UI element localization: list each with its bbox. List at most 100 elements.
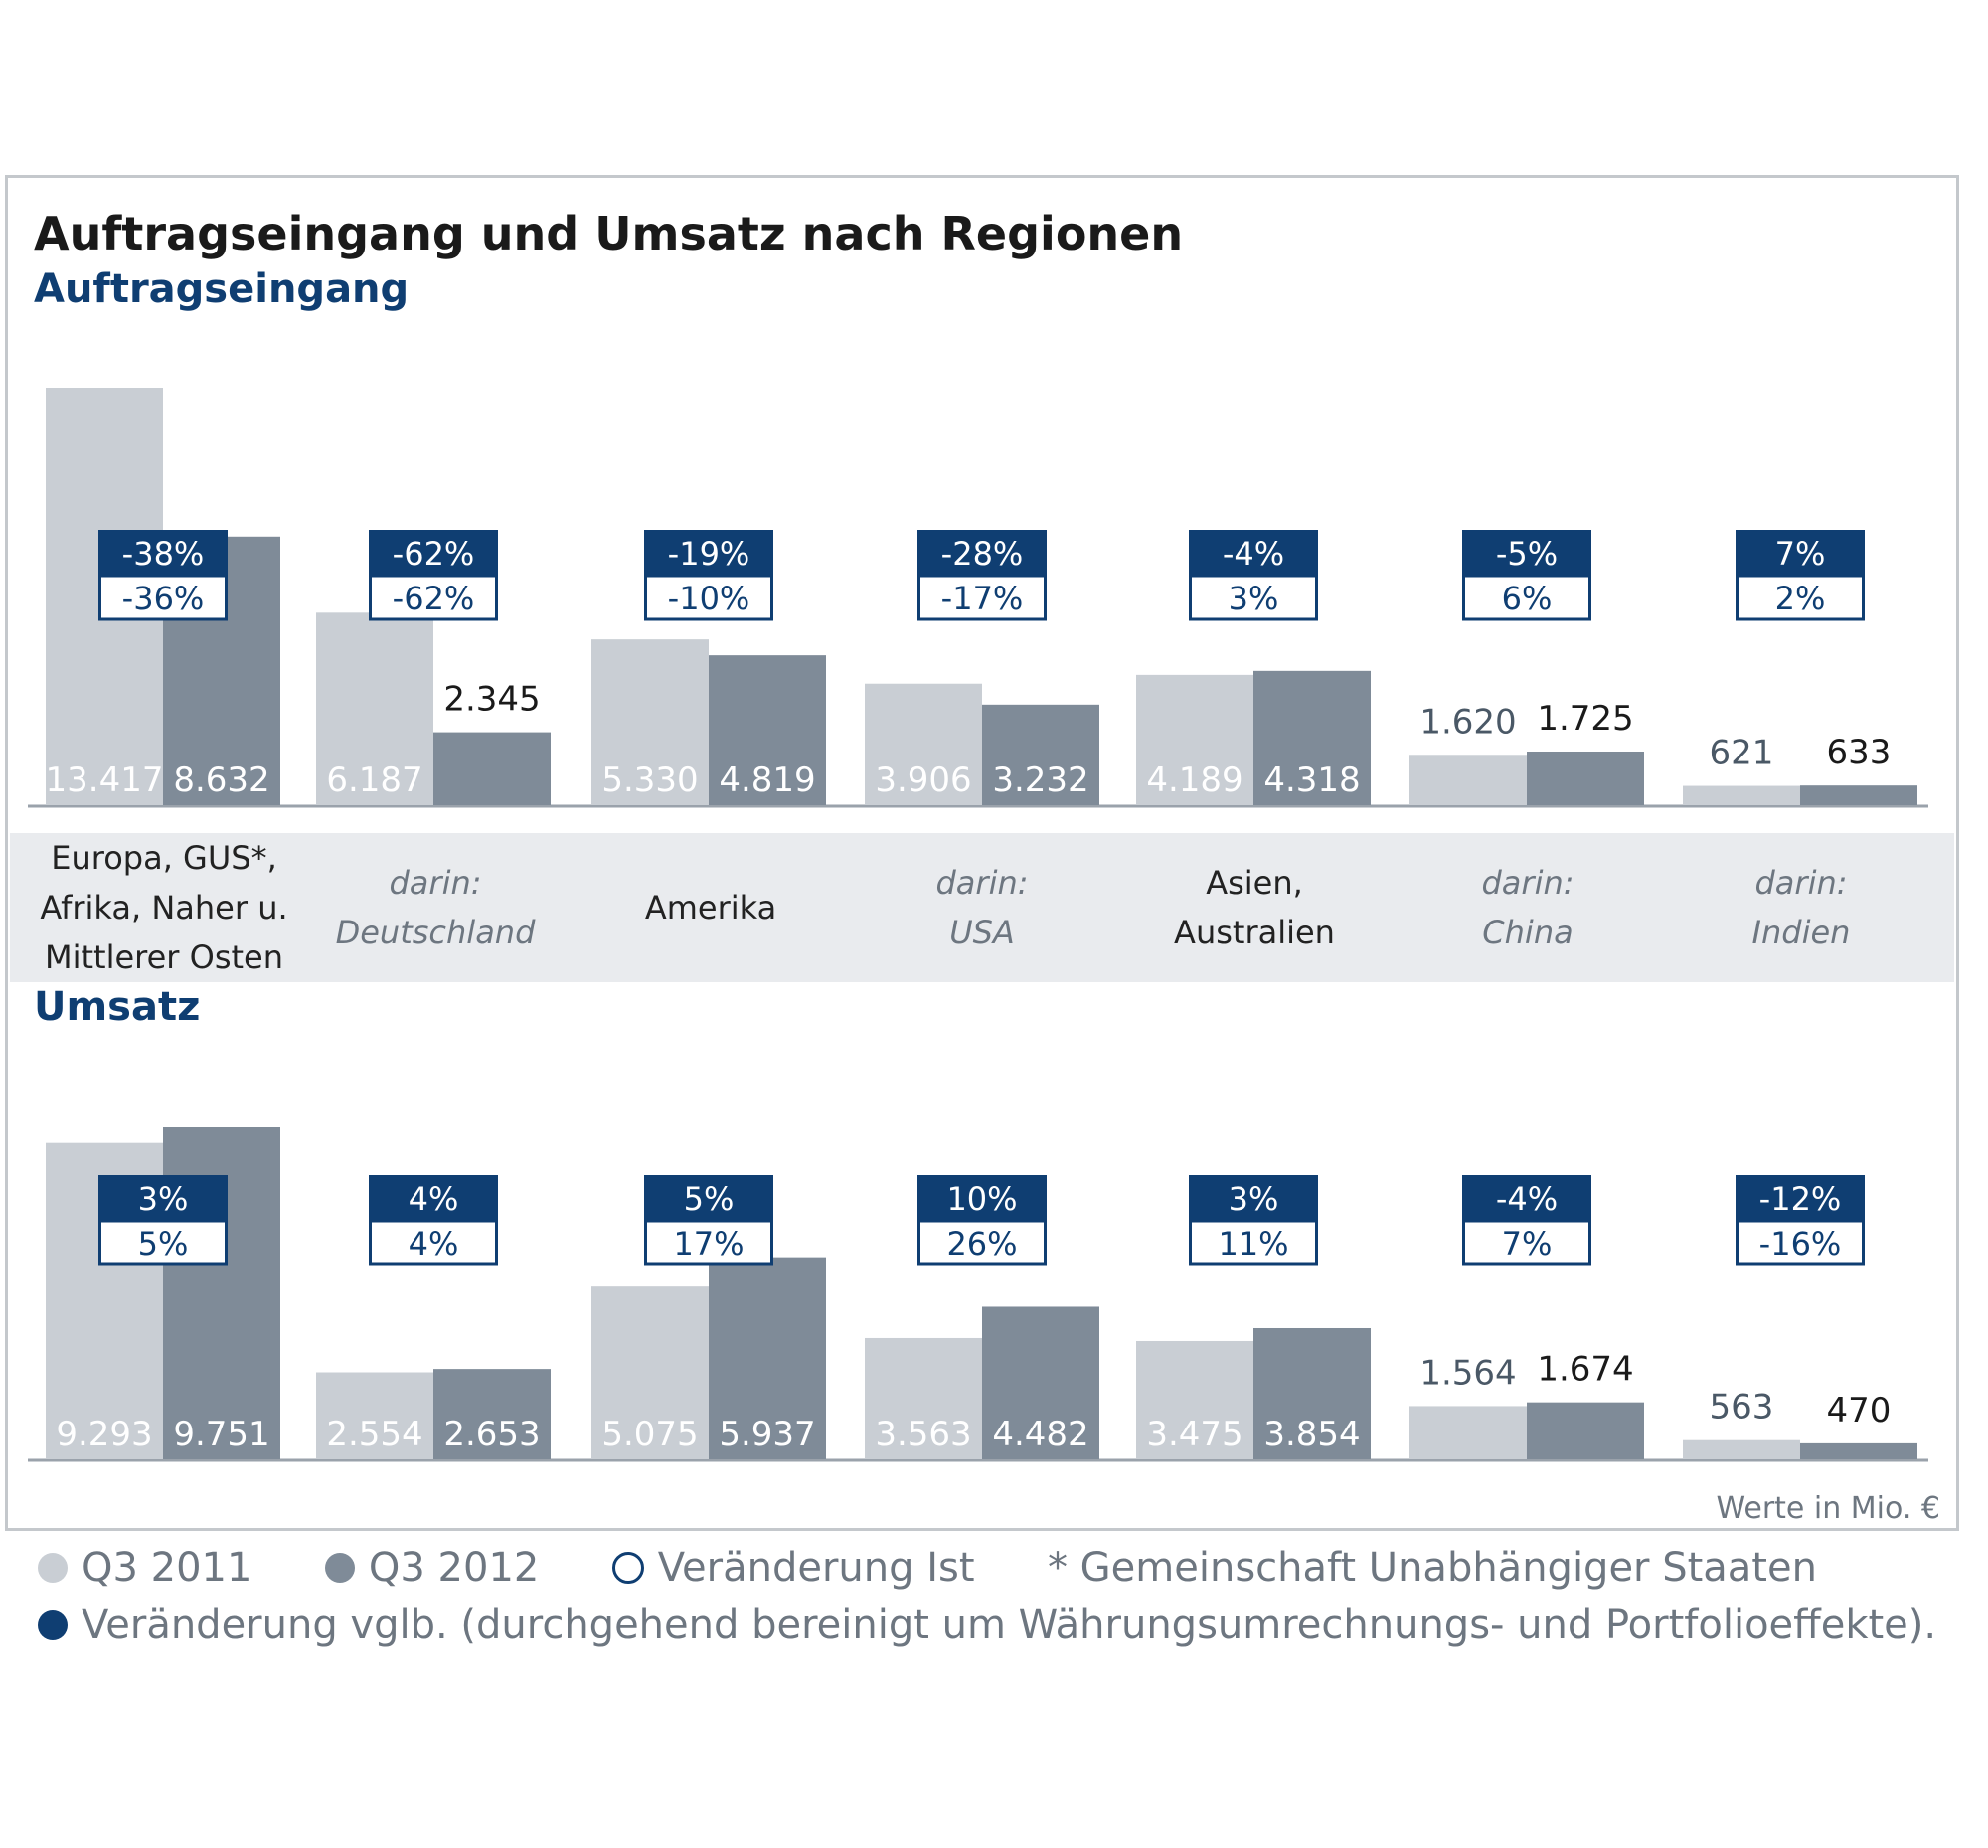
value-label: 4.482 xyxy=(992,1415,1088,1454)
legend-q3-2012: Q3 2012 xyxy=(368,1545,540,1591)
value-label: 5.330 xyxy=(601,760,698,800)
change-comparable-box xyxy=(1736,1175,1865,1221)
change-actual-label: -10% xyxy=(668,580,750,617)
category-band xyxy=(10,833,1954,982)
value-label: 1.674 xyxy=(1537,1350,1633,1390)
change-comparable-label: -5% xyxy=(1496,535,1558,573)
value-label: 2.653 xyxy=(443,1415,540,1454)
change-actual-label: 4% xyxy=(409,1225,459,1262)
change-actual-label: -62% xyxy=(393,580,475,617)
change-actual-box xyxy=(917,1219,1047,1266)
bar-q3-2011 xyxy=(1409,1406,1527,1459)
change-comparable-box xyxy=(1736,530,1865,576)
bar-q3-2012 xyxy=(1527,1402,1644,1459)
bar-q3-2012 xyxy=(982,704,1099,805)
bar-q3-2011 xyxy=(1409,755,1527,805)
change-comparable-label: 4% xyxy=(409,1180,459,1218)
bar-q3-2011 xyxy=(865,1337,982,1459)
change-actual-box xyxy=(98,1219,228,1266)
change-actual-label: 7% xyxy=(1502,1225,1553,1262)
bar-q3-2011 xyxy=(865,683,982,805)
change-comparable-box xyxy=(644,530,773,576)
change-actual-box xyxy=(644,1219,773,1266)
change-actual-box xyxy=(1189,574,1318,621)
change-actual-label: -16% xyxy=(1759,1225,1842,1262)
change-actual-box xyxy=(1462,1219,1591,1266)
bar-charts: 13.417 6.187 5.330 3.906 4.189 1.620 621 8.632 2… xyxy=(28,388,1928,1462)
value-label: 633 xyxy=(1827,733,1892,772)
change-comparable-label: -19% xyxy=(668,535,750,573)
unit-note: Werte in Mio. € xyxy=(1716,1491,1940,1526)
change-comparable-box xyxy=(917,530,1047,576)
change-comparable-box xyxy=(369,1175,498,1221)
change-actual-label: 3% xyxy=(1229,580,1279,617)
bar-q3-2012 xyxy=(1527,752,1644,805)
bar-q3-2012 xyxy=(1253,670,1371,805)
change-actual-label: 11% xyxy=(1218,1225,1288,1262)
bar-q3-2012 xyxy=(1253,1327,1371,1459)
change-actual-box xyxy=(1736,574,1865,621)
section-title-revenue: Umsatz xyxy=(34,984,201,1030)
change-comparable-box xyxy=(1462,530,1591,576)
category-label: darin: USA xyxy=(935,864,1029,951)
value-label: 8.632 xyxy=(173,760,269,800)
bar-q3-2011 xyxy=(1683,785,1800,805)
circle-filled-icon xyxy=(38,1610,68,1640)
change-comparable-label: 3% xyxy=(138,1180,189,1218)
value-label: 4.819 xyxy=(719,760,815,800)
change-actual-label: -17% xyxy=(941,580,1024,617)
chart-title: Auftragseingang und Umsatz nach Regionen xyxy=(34,207,1184,260)
change-comparable-box xyxy=(369,530,498,576)
change-actual-label: 26% xyxy=(946,1225,1017,1262)
change-comparable-label: 3% xyxy=(1229,1180,1279,1218)
change-actual-box xyxy=(369,1219,498,1266)
change-comparable-label: 10% xyxy=(946,1180,1017,1218)
change-actual-box xyxy=(917,574,1047,621)
change-actual-box xyxy=(1736,1219,1865,1266)
change-comparable-label: -4% xyxy=(1496,1180,1558,1218)
value-label: 3.232 xyxy=(992,760,1088,800)
value-label: 3.906 xyxy=(875,760,971,800)
value-label: 2.345 xyxy=(443,680,540,720)
change-actual-label: 17% xyxy=(673,1225,744,1262)
category-label: Asien, Australien xyxy=(1174,864,1335,951)
bar-q3-2011 xyxy=(1683,1439,1800,1459)
value-label: 3.563 xyxy=(875,1415,971,1454)
bar-q3-2011 xyxy=(591,1286,709,1459)
value-label: 1.725 xyxy=(1537,699,1633,739)
change-actual-box xyxy=(644,574,773,621)
change-comparable-label: -28% xyxy=(941,535,1024,573)
value-label: 621 xyxy=(1710,734,1774,773)
bar-q3-2011 xyxy=(316,1372,433,1459)
change-actual-label: 5% xyxy=(138,1225,189,1262)
change-comparable-label: -12% xyxy=(1759,1180,1842,1218)
bar-q3-2012 xyxy=(1800,1442,1917,1459)
change-actual-box xyxy=(1462,574,1591,621)
change-actual-label: 6% xyxy=(1502,580,1553,617)
legend-change-actual: Veränderung Ist xyxy=(657,1545,975,1591)
bar-q3-2011 xyxy=(1136,1340,1253,1459)
category-label: darin: China xyxy=(1481,864,1574,951)
value-label: 2.554 xyxy=(326,1415,422,1454)
change-comparable-box xyxy=(98,1175,228,1221)
bar-q3-2012 xyxy=(709,1257,826,1459)
bar-q3-2012 xyxy=(433,1369,551,1459)
change-comparable-box xyxy=(1189,1175,1318,1221)
category-label: Amerika xyxy=(644,889,777,926)
legend-footnote: * Gemeinschaft Unabhängiger Staaten xyxy=(1047,1545,1817,1591)
change-comparable-box xyxy=(1189,530,1318,576)
value-label: 1.620 xyxy=(1419,702,1516,742)
legend-row-1: Q3 2011 Q3 2012 Veränderung Ist * Gemein… xyxy=(38,1543,1817,1591)
change-comparable-label: -4% xyxy=(1223,535,1284,573)
bar-q3-2012 xyxy=(982,1306,1099,1459)
value-label: 3.854 xyxy=(1263,1415,1360,1454)
q3-2012-swatch-icon xyxy=(324,1553,355,1583)
value-label: 563 xyxy=(1710,1388,1774,1428)
category-label: darin: Indien xyxy=(1751,864,1851,951)
circle-outline-icon xyxy=(611,1552,644,1584)
category-label: darin: Deutschland xyxy=(335,864,536,951)
section-title-orders: Auftragseingang xyxy=(34,266,410,312)
legend-q3-2011: Q3 2011 xyxy=(82,1545,252,1591)
bar-q3-2011 xyxy=(1136,674,1253,805)
bar-q3-2011 xyxy=(591,639,709,805)
